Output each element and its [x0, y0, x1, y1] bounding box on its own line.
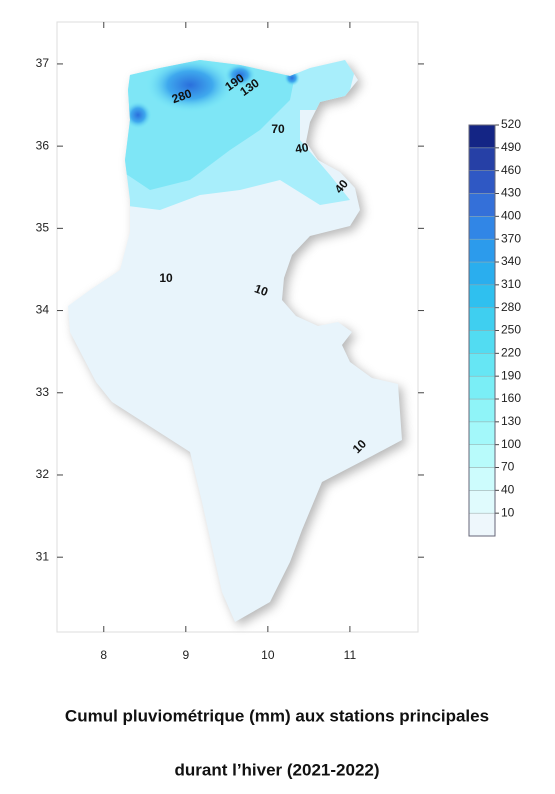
contour-label: 280: [170, 86, 194, 106]
x-tick-label: 8: [100, 648, 107, 662]
colorbar-label: 490: [501, 140, 521, 154]
colorbar-label: 520: [501, 117, 521, 131]
contour-label: 10: [159, 271, 173, 285]
colorbar-band: [468, 490, 496, 514]
y-tick-label: 31: [36, 549, 50, 563]
x-tick-label: 9: [182, 648, 189, 662]
colorbar-band: [468, 375, 496, 400]
colorbar-band: [468, 261, 496, 286]
colorbar-band: [468, 444, 496, 468]
y-tick-label: 36: [36, 138, 50, 152]
colorbar-band: [468, 467, 496, 491]
colorbar-label: 40: [501, 483, 515, 497]
y-tick-label: 32: [36, 467, 50, 481]
frame-border: [56, 21, 419, 633]
y-tick-label: 33: [36, 385, 50, 399]
colorbar-band: [468, 284, 496, 308]
x-tick-label: 10: [261, 648, 275, 662]
colorbar-border: [468, 124, 496, 537]
colorbar-band: [468, 512, 496, 537]
colorbar-band: [468, 193, 496, 217]
colorbar-label: 130: [501, 414, 521, 428]
colorbar-label: 460: [501, 163, 521, 177]
colorbar-label: 70: [501, 460, 515, 474]
colorbar-label: 400: [501, 209, 521, 223]
contour-label: 70: [271, 122, 285, 136]
contour-label: 40: [294, 140, 310, 156]
y-tick-label: 37: [36, 56, 50, 70]
colorbar-band: [468, 147, 496, 171]
colorbar-band: [468, 124, 496, 149]
colorbar-label: 160: [501, 391, 521, 405]
colorbar-band: [468, 330, 496, 354]
y-tick-label: 35: [36, 221, 50, 235]
x-tick-label: 11: [344, 648, 357, 662]
colorbar-band: [468, 238, 496, 263]
colorbar-label: 190: [501, 368, 521, 382]
colorbar-label: 220: [501, 346, 521, 360]
colorbar-label: 340: [501, 254, 521, 268]
colorbar-label: 430: [501, 186, 521, 200]
y-tick-label: 34: [36, 303, 50, 317]
colorbar-label: 310: [501, 277, 521, 291]
colorbar-label: 10: [501, 505, 515, 519]
caption-line: Cumul pluviométrique (mm) aux stations p…: [65, 706, 489, 725]
colorbar-band: [468, 307, 496, 331]
colorbar-label: 250: [501, 323, 521, 337]
colorbar-label: 280: [501, 300, 521, 314]
contour-label: 10: [253, 281, 271, 299]
colorbar-band: [468, 216, 496, 240]
colorbar-label: 370: [501, 231, 521, 245]
colorbar-band: [468, 398, 496, 423]
colorbar-band: [468, 170, 496, 194]
caption-line: durant l’hiver (2021-2022): [174, 760, 379, 779]
colorbar-label: 100: [501, 437, 521, 451]
colorbar-band: [468, 353, 496, 377]
colorbar-band: [468, 421, 496, 445]
